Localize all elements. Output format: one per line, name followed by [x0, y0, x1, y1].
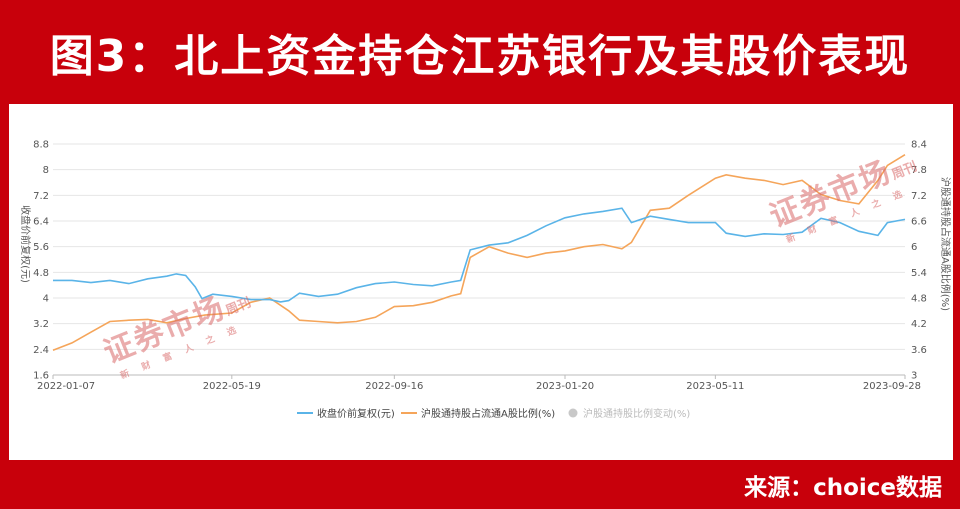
source-label: 来源：choice数据 — [744, 475, 942, 501]
chart-panel: 8.8 8 7.2 6.4 5.6 4.8 4 3.2 2.4 1.6 8.4 7.8 7.2 6.6 6… — [9, 104, 953, 460]
y-tick-label: 5.6 — [33, 242, 49, 253]
grid-lines — [53, 143, 905, 376]
y2-tick-label: 5.4 — [911, 268, 927, 279]
x-tick-label: 2023-09-28 — [863, 381, 921, 392]
y2-tick-label: 7.2 — [911, 191, 927, 202]
x-tick-label: 2023-05-11 — [686, 381, 744, 392]
legend-label: 沪股通持股占流通A股比例(%) — [421, 407, 555, 420]
y-axis-right-label: 沪股通持股占流通A股比例(%) — [939, 177, 952, 311]
y-tick-label: 8 — [43, 165, 49, 176]
x-tick-label: 2022-01-07 — [37, 381, 95, 392]
y-tick-label: 4.8 — [33, 268, 49, 279]
y-tick-label: 7.2 — [33, 191, 49, 202]
x-axis-ticks: 2022-01-07 2022-05-19 2022-09-16 2023-01-20… — [37, 375, 921, 392]
x-tick-label: 2022-05-19 — [203, 381, 261, 392]
series-line-holding-ratio — [52, 154, 906, 351]
x-tick-label: 2022-09-16 — [365, 381, 423, 392]
y2-tick-label: 4.8 — [911, 294, 927, 305]
y2-tick-label: 3.6 — [911, 345, 927, 356]
y-tick-label: 8.8 — [33, 140, 49, 151]
y2-tick-label: 4.2 — [911, 319, 927, 330]
x-tick-label: 2023-01-20 — [536, 381, 594, 392]
y-tick-label: 2.4 — [33, 345, 49, 356]
y-axis-left-ticks: 8.8 8 7.2 6.4 5.6 4.8 4 3.2 2.4 1.6 — [33, 140, 49, 382]
legend-label: 收盘价前复权(元) — [317, 407, 395, 420]
legend-item-close-price: 收盘价前复权(元) — [297, 407, 395, 420]
y-tick-label: 3.2 — [33, 319, 49, 330]
y-tick-label: 4 — [43, 294, 49, 305]
y2-tick-label: 6.6 — [911, 217, 927, 228]
y2-tick-label: 8.4 — [911, 140, 927, 151]
legend-label: 沪股通持股比例变动(%) — [583, 407, 690, 420]
legend-swatch — [568, 408, 578, 418]
y-axis-right-ticks: 8.4 7.8 7.2 6.6 6 5.4 4.8 4.2 3.6 3 — [911, 140, 927, 382]
chart-svg: 8.8 8 7.2 6.4 5.6 4.8 4 3.2 2.4 1.6 8.4 7.8 7.2 6.6 6… — [19, 140, 952, 421]
series-line-close-price — [53, 207, 906, 303]
y2-tick-label: 3 — [911, 371, 917, 382]
y-tick-label: 1.6 — [33, 371, 49, 382]
y-axis-left-label: 收盘价前复权(元) — [19, 205, 32, 283]
chart-title: 图3：北上资金持仓江苏银行及其股价表现 — [49, 31, 911, 82]
legend: 收盘价前复权(元) 沪股通持股占流通A股比例(%) 沪股通持股比例变动(%) — [297, 407, 690, 420]
legend-item-holding-ratio: 沪股通持股占流通A股比例(%) — [401, 407, 555, 420]
y-tick-label: 6.4 — [33, 217, 49, 228]
y2-tick-label: 6 — [911, 242, 917, 253]
legend-item-holding-change: 沪股通持股比例变动(%) — [568, 407, 690, 420]
y2-tick-label: 7.8 — [911, 165, 927, 176]
